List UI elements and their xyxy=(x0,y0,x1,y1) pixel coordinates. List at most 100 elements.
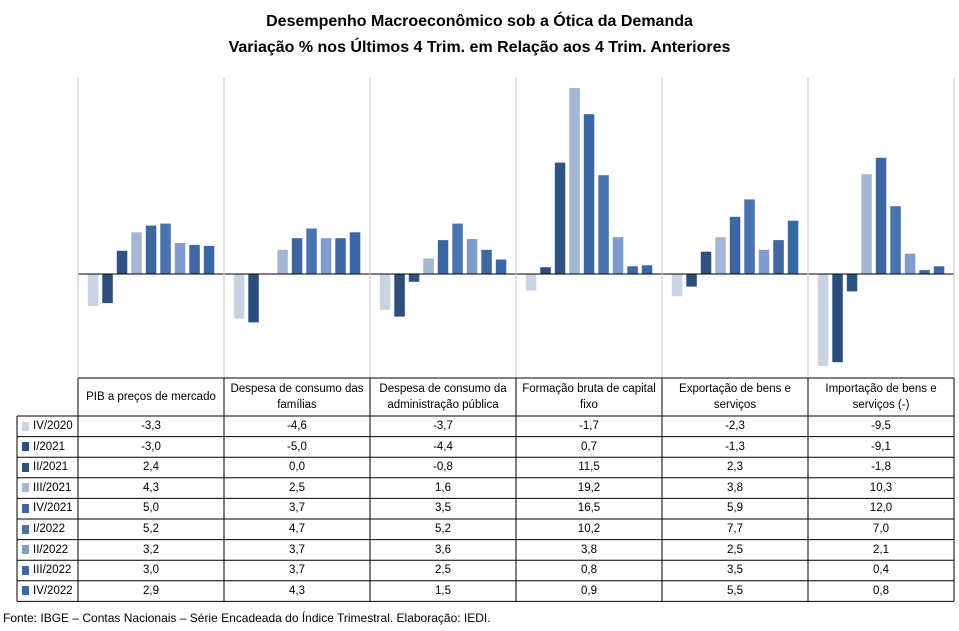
data-value-label: 5,0 xyxy=(143,502,159,515)
legend-row-label: I/2021 xyxy=(22,437,82,457)
category-label: Importação de bens e serviços (-) xyxy=(825,383,937,411)
data-value-label: -3,0 xyxy=(141,440,161,453)
data-value-label: 4,7 xyxy=(289,523,305,535)
bar-I-2022-cat2 xyxy=(452,223,463,274)
data-value-label: 3,2 xyxy=(143,543,159,556)
legend-row-label: IV/2022 xyxy=(22,581,82,601)
legend-series-name: I/2022 xyxy=(33,523,65,535)
legend-swatch xyxy=(22,442,29,452)
category-label: Exportação de bens e serviços xyxy=(679,383,791,411)
bar-IV-2022-cat0 xyxy=(203,245,215,274)
bar-IV-2021-cat3 xyxy=(583,114,595,274)
bar-III-2022-cat5 xyxy=(919,270,930,274)
bar-III-2022-cat1 xyxy=(335,238,346,274)
bar-I-2021-cat4 xyxy=(686,274,697,287)
category-label: PIB a preços de mercado xyxy=(86,391,216,403)
bar-I-2021-cat5 xyxy=(832,274,843,363)
data-value-label: 2,5 xyxy=(727,543,743,556)
data-value-label: -1,7 xyxy=(579,420,599,432)
data-value-label: -1,8 xyxy=(871,461,891,474)
bar-III-2021-cat5 xyxy=(861,174,872,274)
bar-I-2022-cat5 xyxy=(890,206,901,274)
legend-swatch xyxy=(22,462,29,472)
legend-swatch xyxy=(22,545,29,555)
data-value-label: 16,5 xyxy=(577,502,601,515)
bar-IV-2020-cat0 xyxy=(87,274,99,306)
legend-series-name: III/2021 xyxy=(33,481,72,494)
bar-III-2021-cat2 xyxy=(423,258,434,274)
data-value-label: 1,6 xyxy=(435,481,451,494)
bar-IV-2022-cat4 xyxy=(787,220,799,274)
data-value-label: 3,7 xyxy=(289,543,305,556)
bar-II-2022-cat3 xyxy=(612,237,624,274)
legend-row-label: III/2022 xyxy=(22,560,82,580)
bar-IV-2021-cat2 xyxy=(437,240,449,274)
bar-II-2021-cat4 xyxy=(700,251,712,274)
data-value-label: 10,2 xyxy=(577,523,601,535)
bar-IV-2021-cat0 xyxy=(145,225,157,274)
bar-III-2022-cat3 xyxy=(627,266,638,275)
bar-IV-2022-cat2 xyxy=(495,259,507,274)
legend-series-name: II/2022 xyxy=(33,543,69,556)
data-value-label: -9,1 xyxy=(871,440,891,453)
legend-row-label: II/2021 xyxy=(22,457,82,477)
data-value-label: 3,0 xyxy=(143,564,159,577)
bar-IV-2020-cat5 xyxy=(817,274,829,366)
legend-row-label: II/2022 xyxy=(22,540,82,560)
bar-II-2021-cat3 xyxy=(554,162,566,274)
data-value-label: 2,1 xyxy=(873,543,889,556)
legend-swatch xyxy=(22,586,29,596)
bar-II-2022-cat0 xyxy=(174,243,186,274)
bar-IV-2020-cat3 xyxy=(525,274,537,291)
data-value-label: 0,0 xyxy=(289,461,305,474)
bar-I-2022-cat4 xyxy=(744,199,755,274)
data-value-label: 10,3 xyxy=(869,481,893,494)
bar-IV-2021-cat1 xyxy=(291,238,303,274)
data-value-label: 19,2 xyxy=(577,481,601,494)
bar-II-2022-cat1 xyxy=(320,238,332,274)
bar-I-2022-cat3 xyxy=(598,175,609,274)
data-value-label: 2,5 xyxy=(289,481,305,494)
data-value-label: 3,8 xyxy=(581,543,597,556)
data-value-label: 0,4 xyxy=(873,564,889,577)
legend-row-label: IV/2020 xyxy=(22,416,82,436)
data-value-label: 7,7 xyxy=(727,523,743,535)
legend-series-name: IV/2020 xyxy=(33,420,73,432)
bar-IV-2022-cat3 xyxy=(641,265,653,274)
data-value-label: 0,9 xyxy=(581,584,597,597)
bar-IV-2020-cat4 xyxy=(671,274,683,297)
legend-row-label: III/2021 xyxy=(22,478,82,498)
data-value-label: 2,9 xyxy=(143,584,159,597)
legend-series-name: III/2022 xyxy=(33,564,72,577)
legend-series-name: II/2021 xyxy=(33,461,69,474)
legend-series-name: I/2021 xyxy=(33,440,65,453)
chart-title: Desempenho Macroeconômico sob a Ótica da… xyxy=(266,13,693,30)
data-value-label: 5,5 xyxy=(727,584,743,597)
legend-row-label: IV/2021 xyxy=(22,498,82,518)
bar-IV-2021-cat4 xyxy=(729,216,741,274)
bar-I-2022-cat1 xyxy=(306,228,317,274)
bar-II-2022-cat4 xyxy=(758,249,770,274)
data-value-label: 4,3 xyxy=(289,584,305,597)
legend-swatch xyxy=(22,503,29,513)
data-value-label: 5,9 xyxy=(727,502,743,515)
data-value-label: 3,5 xyxy=(435,502,451,515)
legend-swatch xyxy=(22,524,29,534)
data-value-label: -3,7 xyxy=(433,420,453,432)
bar-II-2021-cat5 xyxy=(846,274,858,292)
data-value-label: 2,3 xyxy=(727,461,743,474)
bar-I-2021-cat3 xyxy=(540,267,551,274)
data-value-label: -4,4 xyxy=(433,440,453,453)
data-value-label: -3,3 xyxy=(141,420,161,432)
data-value-label: 3,8 xyxy=(727,481,743,494)
bar-II-2021-cat2 xyxy=(408,274,420,282)
bar-IV-2021-cat5 xyxy=(875,157,887,275)
source-note: Fonte: IBGE – Contas Nacionais – Série E… xyxy=(3,611,491,625)
bar-III-2021-cat3 xyxy=(569,88,580,274)
data-value-label: 0,8 xyxy=(581,564,597,577)
data-value-label: 12,0 xyxy=(869,502,893,515)
bar-III-2022-cat4 xyxy=(773,240,784,274)
data-value-label: -5,0 xyxy=(287,440,307,453)
data-value-label: 5,2 xyxy=(143,523,159,535)
